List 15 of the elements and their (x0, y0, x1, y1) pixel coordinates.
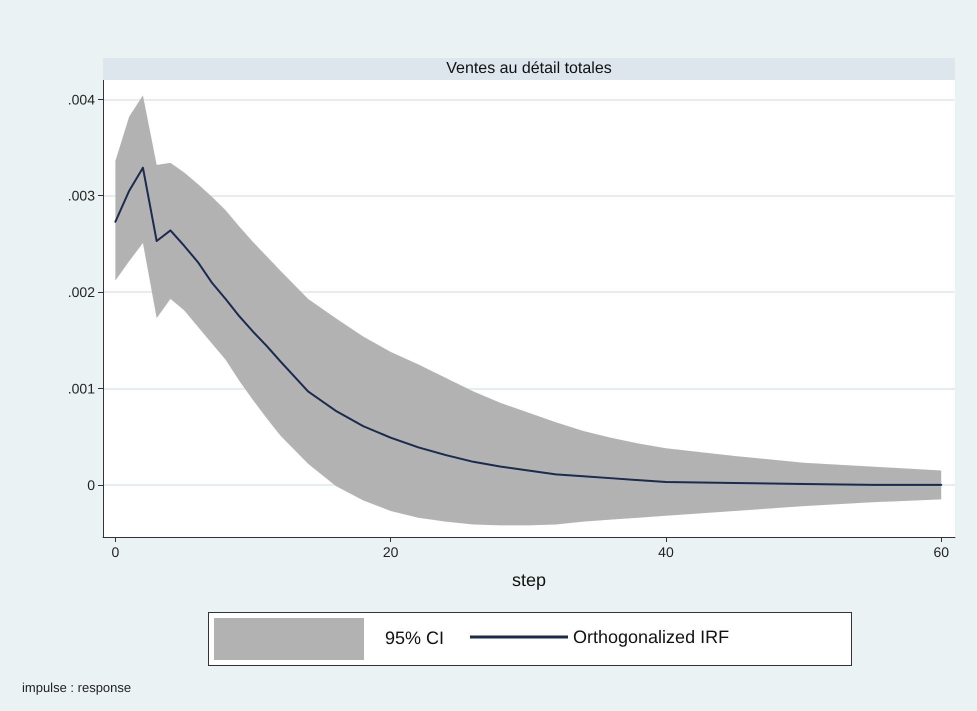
y-tick-label: .001 (68, 380, 96, 397)
x-axis-title: step (512, 570, 546, 590)
chart-title: Ventes au détail totales (103, 58, 955, 80)
text: 95% CI (385, 628, 444, 649)
x-tick-label: 60 (933, 544, 950, 560)
text: impulse : response (22, 680, 132, 695)
x-tick-label: 20 (382, 544, 399, 560)
text: Orthogonalized IRF (573, 627, 730, 647)
y-tick-label: .004 (68, 91, 96, 108)
line-series (114, 166, 942, 486)
y-tick-label: .002 (68, 284, 96, 300)
x-tick-label: 40 (658, 544, 674, 560)
y-tick-label: 0 (87, 476, 96, 493)
x-tick-label: 0 (111, 544, 120, 560)
y-tick-label: .003 (68, 188, 96, 204)
